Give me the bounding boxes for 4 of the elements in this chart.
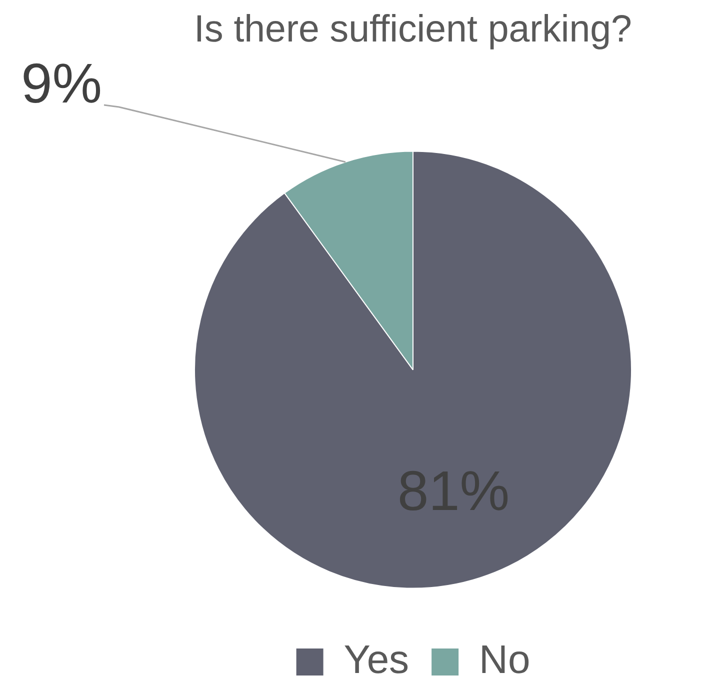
chart-title: Is there sufficient parking? bbox=[194, 8, 632, 50]
legend-label: No bbox=[479, 638, 530, 682]
data-label: 9% bbox=[21, 51, 102, 114]
legend-label: Yes bbox=[344, 638, 410, 682]
